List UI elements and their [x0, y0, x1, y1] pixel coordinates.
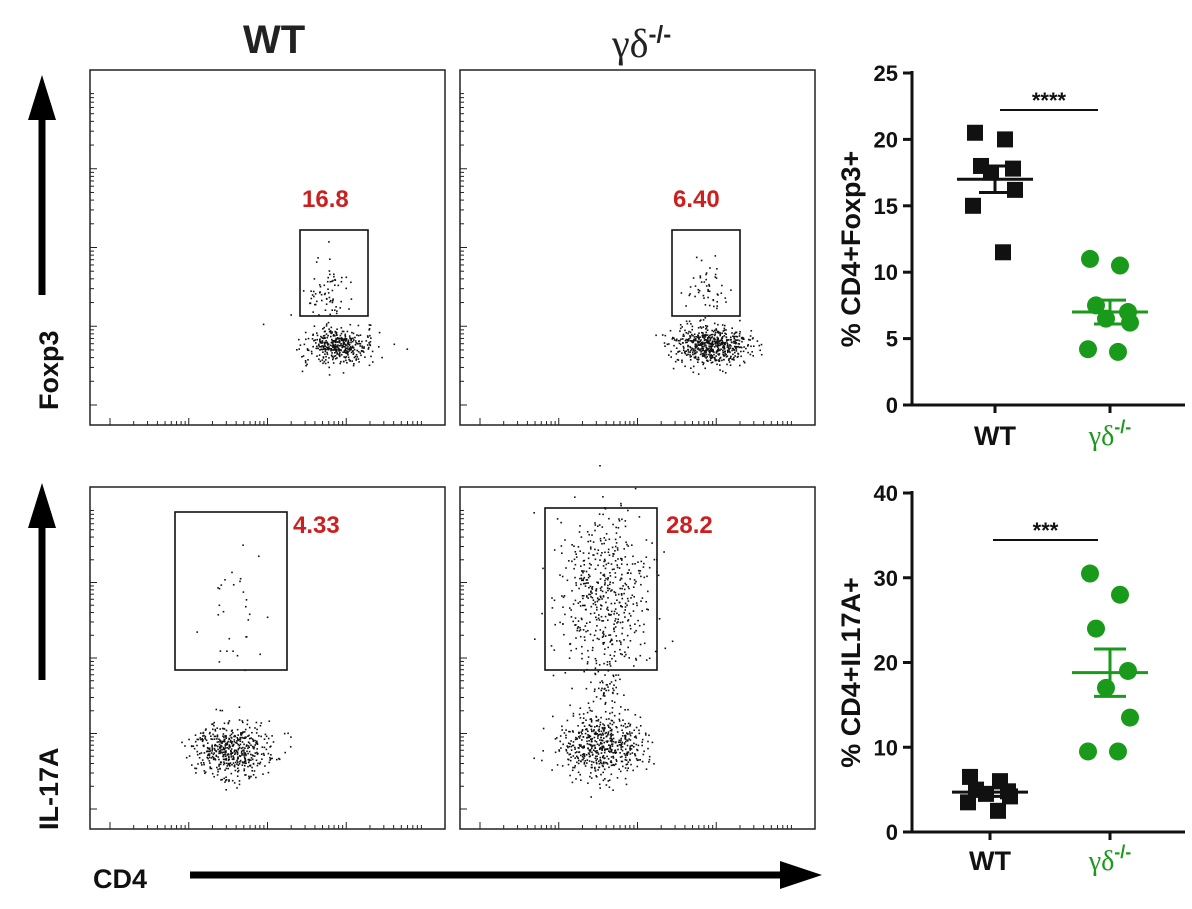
data-point	[962, 768, 978, 785]
flow-panel-foxp3-wt: 16.8	[89, 69, 446, 426]
flow-panel-frame	[459, 69, 816, 426]
gate-percent-label: 28.2	[666, 512, 713, 539]
gate-percent-label: 6.40	[673, 186, 720, 213]
data-point	[967, 124, 983, 141]
column-header-knockout-sup: -/-	[648, 21, 672, 49]
flow-panels: 16.8 6.40 4.33 28.2	[89, 69, 816, 830]
flow-panel-events	[181, 544, 292, 791]
flow-panel-foxp3-ko: 6.40	[459, 69, 816, 426]
flow-panel-events	[655, 255, 763, 375]
summary-chart-1: 0 5 10 15 20 25 % CD4+Foxp3+ WT γδ-/- ****	[836, 61, 1185, 452]
y-axis-label: % CD4+Foxp3+	[836, 151, 866, 348]
data-point	[997, 131, 1013, 148]
column-header-knockout-base: γδ	[612, 21, 649, 66]
flow-panel-events	[262, 241, 409, 376]
significance-label: ****	[1032, 88, 1067, 113]
flow-panel-frame	[459, 486, 816, 830]
gate-box	[671, 229, 741, 317]
y-tick-label: 20	[874, 127, 898, 152]
data-point	[990, 802, 1006, 819]
column-header-knockout: γδ-/-	[612, 20, 671, 67]
flow-panel-ticks	[90, 509, 422, 829]
column-header-wt: WT	[243, 18, 306, 62]
flow-panel-ticks	[90, 93, 422, 425]
data-point	[1109, 742, 1127, 761]
x-category-label-knockout: γδ-/-	[1088, 842, 1132, 877]
il17a-axis-arrow	[28, 483, 56, 680]
series-knockout	[1072, 249, 1148, 361]
y-tick-label: 0	[886, 820, 898, 845]
flow-panel-frame	[89, 486, 446, 830]
data-point	[995, 244, 1011, 261]
flow-panel-il17a-ko: 28.2	[459, 465, 816, 830]
x-category-label-wt: WT	[974, 421, 1016, 451]
gate-percent-label: 16.8	[302, 186, 349, 213]
y-tick-label: 0	[886, 393, 898, 418]
y-tick-label: 30	[874, 566, 898, 591]
y-tick-label: 40	[874, 481, 898, 506]
gate-percent-label: 4.33	[293, 512, 340, 539]
data-point	[1007, 181, 1023, 198]
gate-box	[174, 511, 288, 671]
y-tick-label: 20	[874, 651, 898, 676]
data-point	[1081, 564, 1099, 583]
data-point	[1081, 249, 1099, 268]
x-category-label-knockout: γδ-/-	[1088, 417, 1132, 452]
series-knockout	[1072, 564, 1148, 761]
flow-panel-ticks	[460, 93, 792, 425]
data-point	[1005, 160, 1021, 177]
data-point	[1119, 661, 1137, 680]
flow-panel-events	[533, 465, 674, 798]
data-point	[1111, 585, 1129, 604]
summary-chart-2: 0 10 20 30 40 % CD4+IL17A+ WT γδ-/- ***	[836, 481, 1185, 877]
flow-panel-ticks	[460, 509, 792, 829]
y-tick-label: 25	[874, 61, 898, 86]
summary-charts: 0 5 10 15 20 25 % CD4+Foxp3+ WT γδ-/- **** 0 10 20 30…	[836, 61, 1185, 877]
gate-box	[299, 229, 369, 317]
flow-panel-il17a-wt: 4.33	[89, 486, 446, 830]
cd4-axis-arrow	[190, 861, 822, 889]
foxp3-axis-arrow	[28, 75, 56, 295]
data-point	[1109, 342, 1127, 361]
y-tick-label: 15	[874, 194, 898, 219]
cd4-axis-label: CD4	[93, 864, 147, 894]
data-point	[965, 197, 981, 214]
y-tick-label: 10	[874, 735, 898, 760]
y-tick-label: 10	[874, 260, 898, 285]
data-point	[1121, 313, 1139, 332]
data-point	[1097, 678, 1115, 697]
significance-label: ***	[1033, 518, 1059, 543]
series-wt	[957, 124, 1033, 261]
data-point	[1121, 708, 1139, 727]
flow-panel-frame	[89, 69, 446, 426]
y-axis-label: % CD4+IL17A+	[836, 577, 866, 768]
gate-box	[544, 507, 658, 671]
x-category-label-wt: WT	[969, 846, 1011, 876]
data-point	[1079, 340, 1097, 359]
data-point	[1111, 256, 1129, 275]
y-tick-label: 5	[886, 327, 898, 352]
data-point	[960, 794, 976, 811]
data-point	[1079, 742, 1097, 761]
data-point	[1087, 619, 1105, 638]
foxp3-axis-label: Foxp3	[34, 330, 64, 410]
series-wt	[952, 768, 1028, 819]
il17a-axis-label: IL-17A	[34, 747, 64, 830]
